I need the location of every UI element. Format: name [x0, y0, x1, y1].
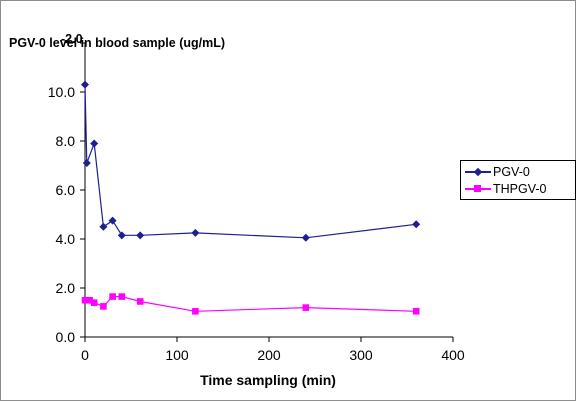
y-tick-label: 6.0	[56, 182, 76, 198]
legend-swatch-thpgv0	[465, 184, 491, 194]
x-tick-label: 200	[257, 347, 281, 363]
data-point-pgv0	[82, 159, 91, 168]
x-tick-label: 100	[165, 347, 189, 363]
data-point-thpgv0	[118, 293, 126, 300]
x-tick-label: 400	[441, 347, 465, 363]
data-point-pgv0	[136, 231, 145, 240]
y-tick-label: 0.0	[56, 329, 76, 345]
y-tick-label: 10.0	[48, 84, 75, 100]
data-point-pgv0	[81, 80, 89, 89]
data-point-pgv0	[117, 231, 126, 240]
legend-item-pgv0: PGV-0	[465, 164, 530, 180]
data-point-thpgv0	[412, 307, 420, 315]
data-point-thpgv0	[109, 293, 116, 300]
legend-item-thpgv0: THPGV-0	[465, 181, 547, 197]
data-point-pgv0	[301, 233, 310, 242]
data-point-thpgv0	[100, 303, 107, 310]
legend-swatch-pgv0	[465, 167, 491, 177]
y-tick-label: 2.0	[56, 280, 76, 296]
series-line-thpgv0	[85, 296, 417, 312]
x-tick-label: 300	[349, 347, 373, 363]
chart-title-overlap-text: -2.0	[61, 32, 83, 46]
data-point-pgv0	[191, 228, 200, 237]
chart-legend: PGV-0 THPGV-0	[460, 160, 576, 200]
data-point-thpgv0	[136, 298, 144, 305]
x-axis-label: Time sampling (min)	[200, 372, 336, 388]
x-tick-label: 0	[81, 347, 89, 363]
data-point-thpgv0	[302, 304, 310, 311]
data-point-pgv0	[412, 220, 421, 229]
data-point-thpgv0	[192, 307, 199, 315]
series-line-pgv0	[84, 84, 417, 239]
data-point-thpgv0	[90, 299, 98, 306]
data-point-thpgv0	[86, 296, 93, 304]
chart-title: PGV-0 level in blood sample (ug/mL)	[9, 36, 226, 50]
data-point-thpgv0	[81, 296, 89, 304]
y-tick-label: 8.0	[56, 133, 76, 149]
data-point-pgv0	[108, 216, 117, 225]
data-point-pgv0	[90, 139, 99, 148]
legend-label-pgv0: PGV-0	[493, 165, 530, 179]
y-tick-label: 4.0	[56, 231, 76, 247]
data-point-pgv0	[99, 222, 108, 231]
legend-label-thpgv0: THPGV-0	[493, 182, 547, 196]
